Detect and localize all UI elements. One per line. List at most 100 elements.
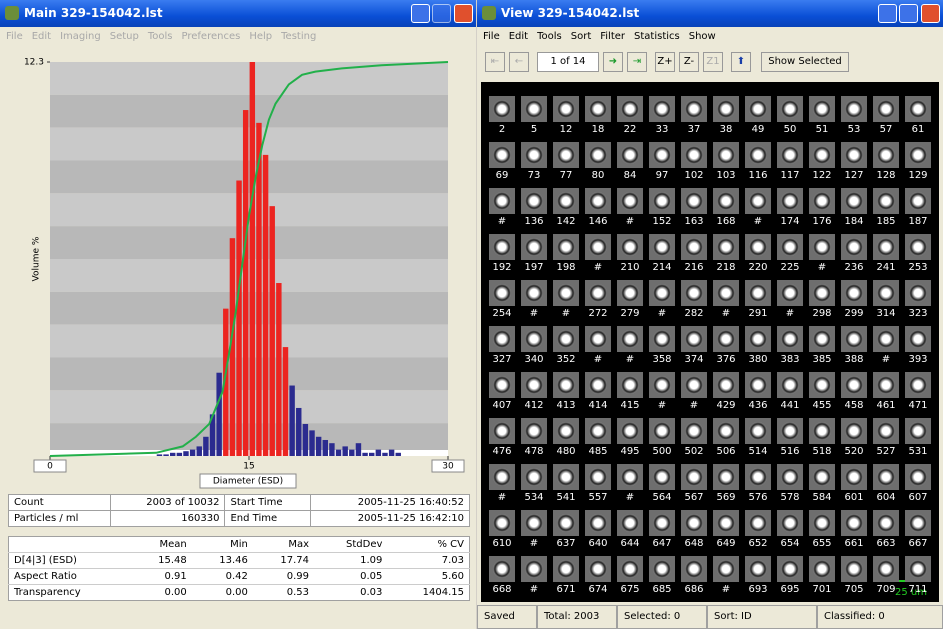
particle-cell[interactable]: 197 bbox=[518, 234, 550, 281]
particle-cell[interactable]: 711 bbox=[902, 556, 934, 603]
particle-cell[interactable]: 380 bbox=[742, 326, 774, 373]
particle-cell[interactable]: 163 bbox=[678, 188, 710, 235]
particle-cell[interactable]: 61 bbox=[902, 96, 934, 143]
particle-cell[interactable]: 291 bbox=[742, 280, 774, 327]
particle-cell[interactable]: 567 bbox=[678, 464, 710, 511]
particle-cell[interactable]: 647 bbox=[646, 510, 678, 557]
particle-cell[interactable]: 253 bbox=[902, 234, 934, 281]
particle-cell[interactable]: 652 bbox=[742, 510, 774, 557]
particle-cell[interactable]: # bbox=[486, 464, 518, 511]
particle-cell[interactable]: 116 bbox=[742, 142, 774, 189]
close-button[interactable] bbox=[921, 4, 940, 23]
menu-item[interactable]: Edit bbox=[31, 31, 52, 42]
particle-cell[interactable]: 388 bbox=[838, 326, 870, 373]
particle-cell[interactable]: 117 bbox=[774, 142, 806, 189]
particle-cell[interactable]: 185 bbox=[870, 188, 902, 235]
first-button[interactable]: ⇤ bbox=[485, 52, 505, 72]
particle-cell[interactable]: 184 bbox=[838, 188, 870, 235]
up-button[interactable]: ⬆ bbox=[731, 52, 751, 72]
menu-item[interactable]: Edit bbox=[508, 31, 529, 42]
particle-cell[interactable]: 49 bbox=[742, 96, 774, 143]
minimize-button[interactable] bbox=[411, 4, 430, 23]
minimize-button[interactable] bbox=[878, 4, 897, 23]
particle-cell[interactable]: 661 bbox=[838, 510, 870, 557]
particle-cell[interactable]: 127 bbox=[838, 142, 870, 189]
particle-cell[interactable]: 128 bbox=[870, 142, 902, 189]
particle-cell[interactable]: 142 bbox=[550, 188, 582, 235]
particle-cell[interactable]: 198 bbox=[550, 234, 582, 281]
particle-cell[interactable]: 564 bbox=[646, 464, 678, 511]
particle-cell[interactable]: 393 bbox=[902, 326, 934, 373]
menu-item[interactable]: Help bbox=[249, 31, 273, 42]
particle-cell[interactable]: 216 bbox=[678, 234, 710, 281]
particle-cell[interactable]: 192 bbox=[486, 234, 518, 281]
particle-cell[interactable]: 314 bbox=[870, 280, 902, 327]
particle-cell[interactable]: 77 bbox=[550, 142, 582, 189]
particle-cell[interactable]: 122 bbox=[806, 142, 838, 189]
particle-cell[interactable]: 514 bbox=[742, 418, 774, 465]
particle-cell[interactable]: 220 bbox=[742, 234, 774, 281]
particle-cell[interactable]: # bbox=[678, 372, 710, 419]
particle-cell[interactable]: 210 bbox=[614, 234, 646, 281]
particle-cell[interactable]: 376 bbox=[710, 326, 742, 373]
particle-cell[interactable]: # bbox=[710, 280, 742, 327]
particle-cell[interactable]: 527 bbox=[870, 418, 902, 465]
particle-cell[interactable]: 73 bbox=[518, 142, 550, 189]
particle-cell[interactable]: 461 bbox=[870, 372, 902, 419]
menu-item[interactable]: Statistics bbox=[634, 31, 680, 42]
particle-cell[interactable]: 695 bbox=[774, 556, 806, 603]
particle-cell[interactable]: 584 bbox=[806, 464, 838, 511]
particle-cell[interactable]: 136 bbox=[518, 188, 550, 235]
particle-cell[interactable]: 610 bbox=[486, 510, 518, 557]
particle-cell[interactable]: 500 bbox=[646, 418, 678, 465]
particle-cell[interactable]: 578 bbox=[774, 464, 806, 511]
particle-cell[interactable]: 607 bbox=[902, 464, 934, 511]
particle-cell[interactable]: 57 bbox=[870, 96, 902, 143]
particle-cell[interactable]: 557 bbox=[582, 464, 614, 511]
particle-cell[interactable]: 412 bbox=[518, 372, 550, 419]
particle-cell[interactable]: 640 bbox=[582, 510, 614, 557]
particle-cell[interactable]: 214 bbox=[646, 234, 678, 281]
particle-cell[interactable]: 69 bbox=[486, 142, 518, 189]
particle-cell[interactable]: 654 bbox=[774, 510, 806, 557]
particle-cell[interactable]: # bbox=[646, 372, 678, 419]
particle-cell[interactable]: 495 bbox=[614, 418, 646, 465]
particle-cell[interactable]: 146 bbox=[582, 188, 614, 235]
particle-cell[interactable]: 534 bbox=[518, 464, 550, 511]
particle-cell[interactable]: 506 bbox=[710, 418, 742, 465]
particle-cell[interactable]: 340 bbox=[518, 326, 550, 373]
particle-cell[interactable]: 531 bbox=[902, 418, 934, 465]
particle-cell[interactable]: 12 bbox=[550, 96, 582, 143]
particle-cell[interactable]: # bbox=[582, 234, 614, 281]
particle-cell[interactable]: 236 bbox=[838, 234, 870, 281]
particle-cell[interactable]: 693 bbox=[742, 556, 774, 603]
menu-item[interactable]: Testing bbox=[281, 31, 317, 42]
particle-cell[interactable]: 601 bbox=[838, 464, 870, 511]
particle-cell[interactable]: 407 bbox=[486, 372, 518, 419]
particle-cell[interactable]: # bbox=[518, 556, 550, 603]
particle-cell[interactable]: 383 bbox=[774, 326, 806, 373]
particle-cell[interactable]: 485 bbox=[582, 418, 614, 465]
particle-cell[interactable]: 502 bbox=[678, 418, 710, 465]
particle-cell[interactable]: 37 bbox=[678, 96, 710, 143]
particle-cell[interactable]: 648 bbox=[678, 510, 710, 557]
page-field[interactable]: 1 of 14 bbox=[537, 52, 599, 72]
zoom-out-button[interactable]: Z- bbox=[679, 52, 699, 72]
particle-cell[interactable]: 576 bbox=[742, 464, 774, 511]
particle-cell[interactable]: 644 bbox=[614, 510, 646, 557]
particle-cell[interactable]: 604 bbox=[870, 464, 902, 511]
particle-cell[interactable]: 51 bbox=[806, 96, 838, 143]
menu-item[interactable]: Preferences bbox=[181, 31, 241, 42]
particle-cell[interactable]: 374 bbox=[678, 326, 710, 373]
particle-cell[interactable]: 649 bbox=[710, 510, 742, 557]
particle-cell[interactable]: 655 bbox=[806, 510, 838, 557]
particle-cell[interactable]: 174 bbox=[774, 188, 806, 235]
particle-cell[interactable]: 323 bbox=[902, 280, 934, 327]
particle-cell[interactable]: # bbox=[550, 280, 582, 327]
particle-cell[interactable]: 668 bbox=[486, 556, 518, 603]
particle-cell[interactable]: 50 bbox=[774, 96, 806, 143]
particle-cell[interactable]: 272 bbox=[582, 280, 614, 327]
particle-cell[interactable]: 254 bbox=[486, 280, 518, 327]
particle-cell[interactable]: 22 bbox=[614, 96, 646, 143]
maximize-button[interactable] bbox=[432, 4, 451, 23]
